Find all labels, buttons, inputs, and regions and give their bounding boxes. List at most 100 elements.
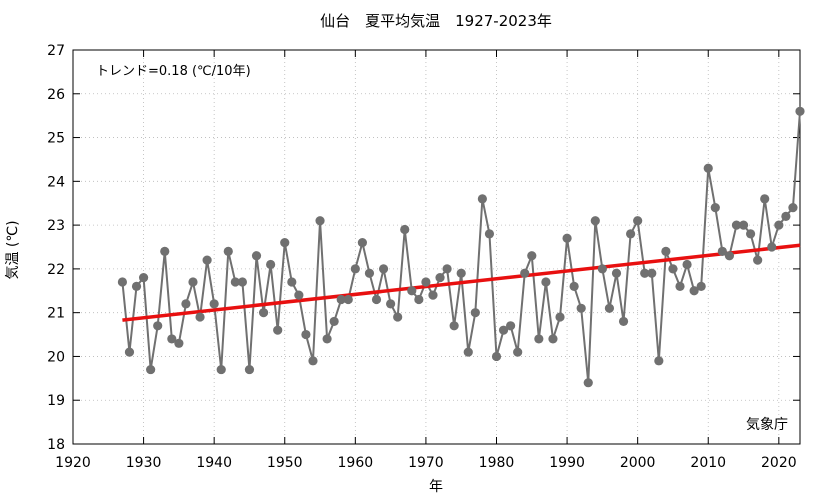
data-point xyxy=(195,312,205,322)
data-point xyxy=(371,294,382,305)
x-tick-label: 2000 xyxy=(620,455,656,471)
data-point xyxy=(414,294,424,305)
data-point xyxy=(202,255,212,265)
data-point xyxy=(294,290,304,300)
x-tick-label: 1920 xyxy=(55,455,91,471)
data-point xyxy=(378,264,389,274)
data-point xyxy=(647,268,657,278)
trend-label: トレンド=0.18 (℃/10年) xyxy=(96,64,251,79)
data-point xyxy=(167,334,177,344)
data-point xyxy=(223,246,233,256)
data-point xyxy=(724,251,735,261)
data-point xyxy=(343,294,353,305)
data-point xyxy=(597,264,607,274)
data-point xyxy=(795,106,805,116)
data-point xyxy=(209,299,219,309)
data-point xyxy=(350,264,360,274)
data-point xyxy=(251,251,262,261)
chart-title: 仙台 夏平均気温 1927-2023年 xyxy=(320,12,552,30)
data-point xyxy=(534,334,544,344)
data-point xyxy=(463,347,473,357)
data-point xyxy=(174,338,184,348)
data-point xyxy=(230,277,240,287)
data-point xyxy=(745,229,756,239)
source-label: 気象庁 xyxy=(746,417,788,433)
y-tick-label: 26 xyxy=(47,87,65,103)
data-point xyxy=(760,194,770,204)
y-tick-label: 25 xyxy=(47,131,65,147)
series-line xyxy=(121,111,801,383)
trend-line xyxy=(122,243,801,322)
y-tick-label: 21 xyxy=(47,306,65,322)
data-point xyxy=(717,246,727,256)
data-point xyxy=(484,229,495,239)
trend-line-group xyxy=(122,243,801,322)
data-point xyxy=(153,321,163,331)
data-point xyxy=(301,329,311,340)
data-point xyxy=(703,163,713,173)
data-point xyxy=(160,246,170,256)
data-point xyxy=(654,356,664,366)
data-point xyxy=(583,378,593,388)
plot-area-border xyxy=(72,49,801,445)
x-tick-label: 2020 xyxy=(761,455,797,471)
data-point xyxy=(569,281,579,291)
temperature-series-line xyxy=(121,111,801,383)
data-point xyxy=(689,286,699,296)
data-point xyxy=(216,364,226,375)
data-point xyxy=(527,251,537,261)
x-tick-label: 1990 xyxy=(549,455,585,471)
data-point xyxy=(562,233,572,243)
data-point xyxy=(731,220,742,230)
data-point xyxy=(576,303,586,313)
y-tick-label: 19 xyxy=(47,393,65,409)
data-point xyxy=(308,356,318,366)
data-point xyxy=(541,277,551,287)
y-tick-label: 22 xyxy=(47,262,65,278)
y-axis-label: 気温 (℃) xyxy=(5,220,21,279)
data-point xyxy=(491,351,502,362)
data-point xyxy=(520,268,530,278)
x-tick-label: 1970 xyxy=(408,455,444,471)
data-point xyxy=(675,281,685,291)
x-tick-label: 1950 xyxy=(267,455,303,471)
data-point xyxy=(477,194,487,204)
x-axis-label: 年 xyxy=(429,479,443,495)
data-point xyxy=(442,264,452,274)
data-point xyxy=(131,281,142,291)
data-point xyxy=(668,264,678,274)
data-point xyxy=(273,325,283,335)
y-tick-label: 23 xyxy=(47,218,65,234)
data-point xyxy=(336,294,346,305)
data-point xyxy=(590,216,600,226)
data-point xyxy=(138,273,149,283)
data-point xyxy=(407,286,417,296)
data-point xyxy=(513,347,523,357)
data-point xyxy=(753,255,763,265)
data-point xyxy=(237,277,247,287)
data-point xyxy=(280,238,290,248)
data-point xyxy=(633,216,643,226)
data-point xyxy=(146,364,156,375)
data-point xyxy=(181,299,191,309)
data-point xyxy=(393,312,403,322)
data-point xyxy=(435,273,445,283)
data-point xyxy=(555,312,565,322)
data-point xyxy=(364,268,375,278)
data-point xyxy=(386,299,396,309)
y-tick-label: 24 xyxy=(47,174,65,190)
data-point xyxy=(329,316,339,327)
data-point xyxy=(470,308,480,318)
grid-lines xyxy=(73,50,800,444)
data-point xyxy=(788,203,798,213)
data-point xyxy=(738,220,749,230)
x-tick-label: 1940 xyxy=(196,455,232,471)
data-point xyxy=(682,259,692,270)
x-tick-label: 2010 xyxy=(690,455,726,471)
y-tick-label: 18 xyxy=(47,437,65,453)
data-points xyxy=(117,106,805,388)
y-tick-label: 20 xyxy=(47,349,65,365)
data-point xyxy=(506,321,516,331)
data-point xyxy=(124,347,135,357)
